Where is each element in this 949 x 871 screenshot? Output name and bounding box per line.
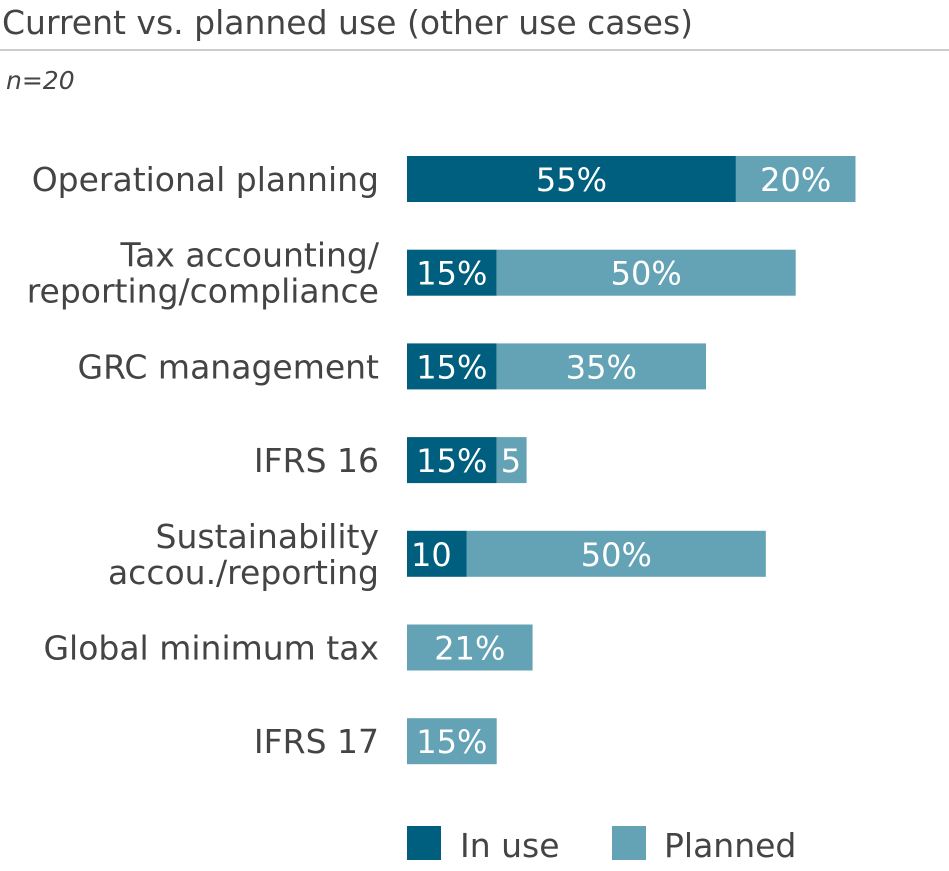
data-label: 50%	[611, 255, 682, 293]
bar-planned	[735, 156, 856, 202]
category-label: Sustainability	[156, 517, 379, 556]
category-label: Tax accounting/	[119, 236, 379, 275]
legend-label-in-use: In use	[460, 826, 560, 865]
data-label: 5	[501, 442, 521, 480]
data-label: 15%	[416, 348, 487, 386]
bar-in-use	[407, 343, 497, 390]
bar-in-use	[407, 530, 467, 577]
bar-planned	[496, 249, 796, 296]
bars: Operational planning 55% 20% Tax accounting…	[27, 156, 856, 765]
bar-in-use	[407, 156, 736, 202]
legend-swatch-in-use	[407, 826, 441, 860]
bar-planned	[496, 343, 706, 390]
data-label: 15%	[416, 442, 487, 480]
data-label: 50%	[581, 536, 652, 574]
bar-in-use	[407, 437, 497, 484]
category-label: reporting/compliance	[27, 272, 379, 311]
legend-swatch-planned	[612, 826, 646, 860]
bar-planned	[496, 437, 527, 484]
category-label: GRC management	[78, 347, 380, 386]
data-label: 21%	[434, 630, 505, 668]
bar-in-use	[407, 249, 497, 296]
data-label: 35%	[566, 348, 637, 386]
legend: In use Planned	[407, 826, 796, 865]
sample-size: n=20	[6, 66, 75, 95]
legend-label-planned: Planned	[664, 826, 796, 865]
data-label: 20%	[760, 161, 831, 199]
data-label: 15%	[416, 723, 487, 761]
bar-planned	[407, 624, 533, 671]
data-label: 10	[411, 536, 452, 574]
category-label: Operational planning	[32, 160, 379, 199]
chart-title: Current vs. planned use (other use cases…	[2, 3, 693, 42]
category-label: accou./reporting	[108, 553, 379, 592]
bar-planned	[407, 718, 497, 765]
category-label: Global minimum tax	[43, 629, 379, 668]
bar-planned	[466, 530, 766, 577]
category-label: IFRS 16	[254, 441, 379, 480]
data-label: 15%	[416, 255, 487, 293]
category-label: IFRS 17	[254, 722, 379, 761]
data-label: 55%	[536, 161, 607, 199]
